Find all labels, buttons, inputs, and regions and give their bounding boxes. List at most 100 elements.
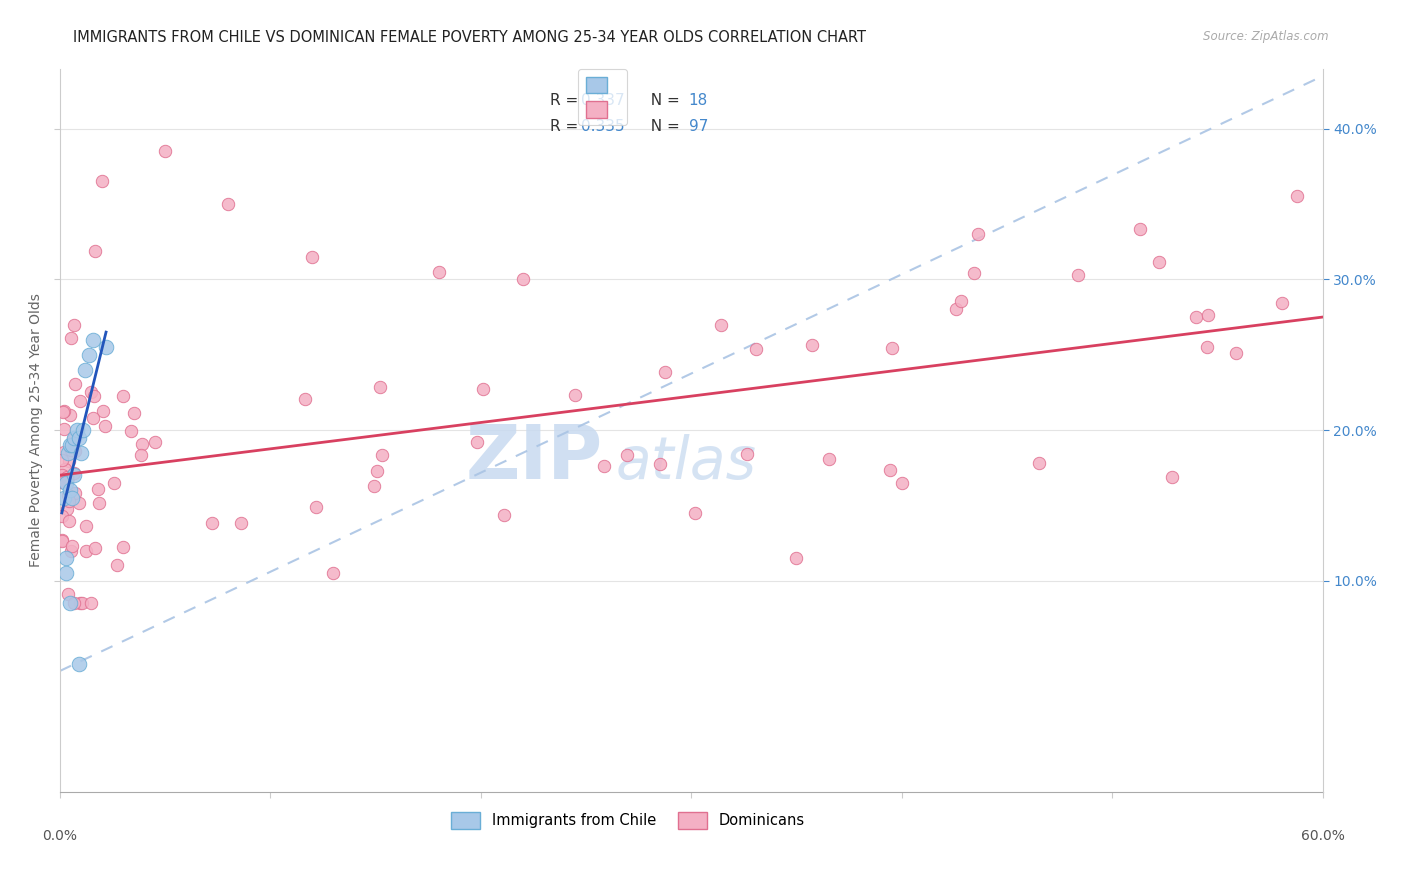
Point	[55, 551, 77, 566]
Point	[368, 379, 391, 393]
Point	[143, 435, 166, 450]
Point	[83, 541, 105, 555]
Point	[111, 541, 134, 555]
Point	[60, 539, 83, 553]
Point	[52, 491, 75, 505]
Point	[52, 422, 75, 436]
Point	[363, 479, 385, 493]
Point	[87, 482, 110, 496]
Point	[79, 596, 101, 610]
Text: R =: R =	[550, 93, 583, 108]
Point	[51, 475, 73, 489]
Point	[72, 423, 94, 437]
Point	[52, 445, 75, 459]
Point	[112, 389, 135, 403]
Point	[63, 468, 86, 483]
Text: N =: N =	[641, 120, 685, 134]
Text: atlas: atlas	[616, 434, 756, 491]
Point	[1161, 469, 1184, 483]
Point	[616, 448, 638, 462]
Point	[63, 444, 86, 458]
Point	[63, 376, 86, 391]
Point	[710, 318, 733, 332]
Point	[59, 483, 82, 498]
Point	[105, 558, 128, 573]
Point	[966, 227, 988, 241]
Point	[82, 410, 104, 425]
Point	[1225, 346, 1247, 360]
Text: 18: 18	[689, 93, 707, 108]
Point	[217, 197, 239, 211]
Point	[366, 464, 388, 478]
Point	[60, 438, 83, 452]
Point	[322, 566, 344, 581]
Point	[58, 493, 80, 508]
Point	[201, 516, 224, 531]
Point	[1147, 255, 1170, 269]
Point	[472, 382, 495, 396]
Point	[56, 488, 79, 502]
Point	[294, 392, 316, 407]
Text: 0.0%: 0.0%	[42, 830, 77, 843]
Point	[56, 445, 79, 459]
Legend: Immigrants from Chile, Dominicans: Immigrants from Chile, Dominicans	[446, 806, 811, 835]
Point	[94, 419, 117, 434]
Point	[882, 341, 904, 355]
Point	[55, 566, 77, 581]
Point	[70, 596, 93, 610]
Point	[69, 394, 91, 409]
Point	[58, 514, 80, 528]
Point	[67, 496, 90, 510]
Y-axis label: Female Poverty Among 25-34 Year Olds: Female Poverty Among 25-34 Year Olds	[30, 293, 44, 567]
Point	[59, 438, 82, 452]
Point	[129, 448, 152, 462]
Point	[465, 434, 488, 449]
Point	[122, 406, 145, 420]
Point	[1270, 296, 1292, 310]
Point	[51, 509, 73, 524]
Point	[301, 250, 323, 264]
Point	[84, 244, 107, 258]
Point	[785, 551, 807, 566]
Point	[305, 500, 328, 514]
Point	[593, 459, 616, 474]
Point	[890, 475, 912, 490]
Point	[1067, 268, 1090, 283]
Text: 0.337: 0.337	[581, 93, 624, 108]
Point	[80, 384, 103, 399]
Point	[56, 470, 79, 484]
Point	[51, 533, 73, 547]
Point	[75, 544, 97, 558]
Text: ZIP: ZIP	[465, 423, 603, 495]
Point	[1197, 309, 1219, 323]
Point	[153, 145, 176, 159]
Point	[683, 506, 706, 520]
Point	[1028, 456, 1050, 470]
Point	[55, 501, 77, 516]
Point	[75, 519, 97, 533]
Text: 97: 97	[689, 120, 709, 134]
Point	[67, 431, 90, 445]
Point	[69, 596, 91, 610]
Text: 0.335: 0.335	[581, 120, 624, 134]
Point	[818, 452, 841, 467]
Point	[945, 302, 967, 317]
Point	[77, 348, 100, 362]
Text: N =: N =	[641, 93, 685, 108]
Point	[1185, 310, 1208, 324]
Point	[59, 544, 82, 558]
Point	[800, 338, 823, 352]
Point	[963, 267, 986, 281]
Point	[63, 467, 86, 481]
Point	[60, 331, 83, 345]
Point	[58, 471, 80, 485]
Point	[371, 448, 394, 462]
Point	[51, 452, 73, 467]
Point	[1195, 340, 1218, 354]
Point	[94, 340, 117, 354]
Point	[60, 491, 83, 505]
Point	[65, 423, 87, 437]
Point	[229, 516, 252, 530]
Point	[1285, 188, 1308, 202]
Point	[55, 475, 77, 490]
